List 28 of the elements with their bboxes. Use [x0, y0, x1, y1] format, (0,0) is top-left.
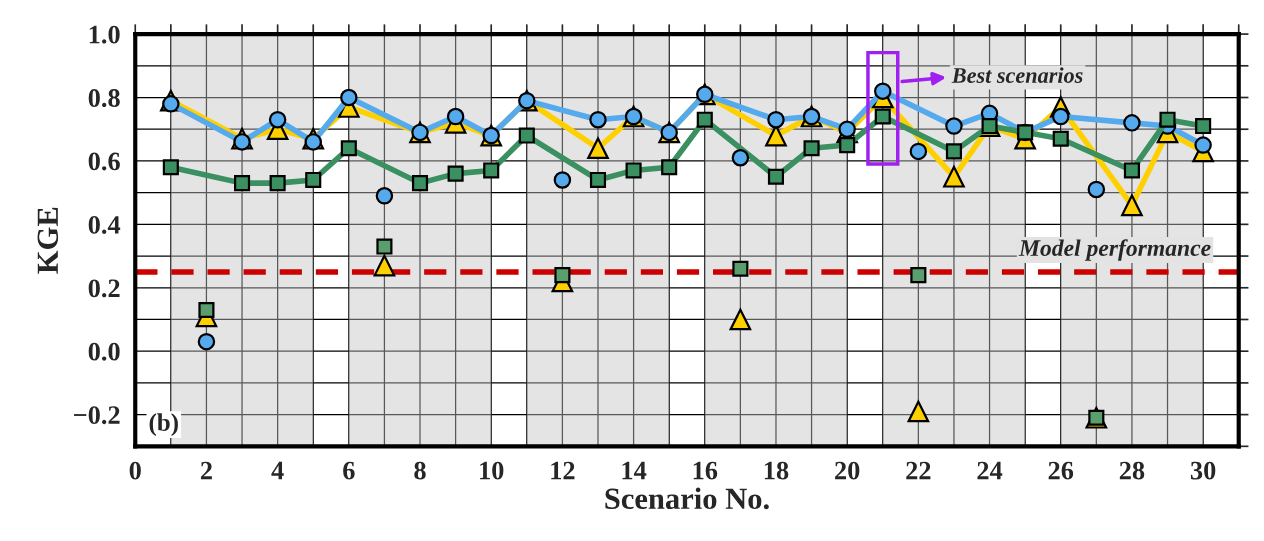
y-tick-label: 0.4 — [88, 215, 121, 234]
x-tick-label: 12 — [551, 461, 575, 480]
annotation: Best scenarios — [951, 67, 1083, 83]
x-tick-label: 0 — [129, 461, 141, 480]
x-tick-label: 28 — [1119, 461, 1145, 480]
x-tick-label: 2 — [200, 461, 212, 480]
y-axis-title: KGE — [37, 207, 59, 274]
x-tick-label: 30 — [1190, 461, 1216, 480]
y-tick-label: 0.6 — [88, 152, 120, 171]
x-tick-label: 4 — [271, 461, 284, 480]
y-tick-label: 1.0 — [89, 25, 120, 44]
x-tick-label: 20 — [835, 461, 860, 480]
y-tick-label: 0.0 — [88, 342, 120, 361]
annotation: (b) — [149, 413, 178, 437]
x-tick-label: 10 — [480, 461, 504, 480]
x-tick-label: 26 — [1048, 461, 1074, 480]
y-tick-label: 0.2 — [88, 279, 120, 298]
x-tick-label: 22 — [906, 461, 931, 480]
ref-line-label: Model performance — [1018, 239, 1211, 261]
y-tick-label: −0.2 — [74, 406, 120, 425]
y-tick-label: 0.8 — [88, 89, 120, 108]
x-tick-label: 24 — [977, 461, 1003, 480]
x-tick-label: 16 — [693, 461, 718, 480]
x-tick-label: 18 — [764, 461, 789, 480]
x-tick-label: 6 — [343, 461, 355, 480]
x-tick-label: 14 — [622, 461, 647, 480]
x-axis-title: Scenario No. — [605, 487, 769, 510]
x-tick-label: 8 — [414, 461, 426, 480]
